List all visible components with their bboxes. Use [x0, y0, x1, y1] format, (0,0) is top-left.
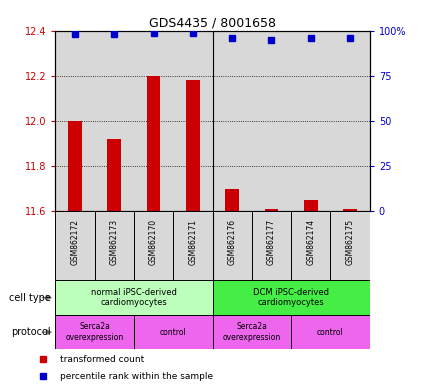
Bar [212, 280, 370, 315]
Bar [134, 315, 212, 349]
Bar [55, 211, 94, 280]
Bar [304, 200, 317, 211]
Bar [343, 209, 357, 211]
Text: Serca2a
overexpression: Serca2a overexpression [65, 323, 124, 342]
Bar [94, 31, 134, 211]
Bar [330, 31, 370, 211]
Text: GSM862176: GSM862176 [228, 219, 237, 265]
Bar [108, 139, 121, 211]
Bar [173, 211, 212, 280]
Bar [212, 315, 291, 349]
Bar [134, 31, 173, 211]
Bar [291, 315, 370, 349]
Text: protocol: protocol [11, 327, 51, 337]
Bar [55, 280, 212, 315]
Text: GSM862174: GSM862174 [306, 219, 315, 265]
Bar [68, 121, 82, 211]
Bar [55, 31, 94, 211]
Text: normal iPSC-derived
cardiomyocytes: normal iPSC-derived cardiomyocytes [91, 288, 177, 307]
Bar [186, 80, 200, 211]
Text: control: control [160, 328, 187, 337]
Bar [147, 76, 160, 211]
Text: GSM862175: GSM862175 [346, 219, 354, 265]
Text: percentile rank within the sample: percentile rank within the sample [60, 372, 212, 381]
Text: cell type: cell type [9, 293, 51, 303]
Bar [55, 315, 134, 349]
Bar [212, 211, 252, 280]
Bar [291, 31, 330, 211]
Text: Serca2a
overexpression: Serca2a overexpression [223, 323, 281, 342]
Bar [173, 31, 212, 211]
Bar [134, 211, 173, 280]
Text: control: control [317, 328, 344, 337]
Bar [265, 209, 278, 211]
Title: GDS4435 / 8001658: GDS4435 / 8001658 [149, 17, 276, 30]
Bar [94, 211, 134, 280]
Text: GSM862173: GSM862173 [110, 219, 119, 265]
Bar [212, 31, 252, 211]
Text: DCM iPSC-derived
cardiomyocytes: DCM iPSC-derived cardiomyocytes [253, 288, 329, 307]
Bar [291, 211, 331, 280]
Bar [331, 211, 370, 280]
Text: transformed count: transformed count [60, 354, 144, 364]
Bar [252, 211, 291, 280]
Bar [225, 189, 239, 211]
Bar [252, 31, 291, 211]
Text: GSM862170: GSM862170 [149, 219, 158, 265]
Text: GSM862172: GSM862172 [71, 219, 79, 265]
Text: GSM862177: GSM862177 [267, 219, 276, 265]
Text: GSM862171: GSM862171 [188, 219, 197, 265]
